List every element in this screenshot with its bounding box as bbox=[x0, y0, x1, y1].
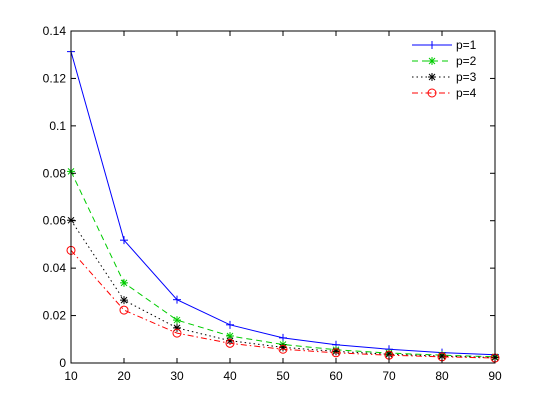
data-point-p=3 bbox=[120, 296, 128, 305]
legend-marker bbox=[428, 57, 436, 65]
series-line-p=2 bbox=[70, 171, 496, 358]
data-point-p=4 bbox=[119, 305, 129, 315]
y-tick-label: 0.1 bbox=[49, 119, 66, 133]
data-point-p=4 bbox=[278, 344, 288, 354]
data-point-p=3 bbox=[385, 350, 393, 359]
data-point-p=4 bbox=[225, 338, 235, 348]
legend-label: p=3 bbox=[456, 70, 477, 84]
data-point-p=2 bbox=[120, 278, 128, 287]
axis-ticks: 0 0.02 0.04 0.06 0.08 0.1 0.12 0.14 10 20 30 40 50 60… bbox=[43, 24, 502, 383]
y-tick-label: 0.14 bbox=[43, 24, 67, 38]
x-tick-label: 30 bbox=[170, 369, 184, 383]
data-point-p=1 bbox=[120, 236, 128, 245]
data-point-p=4 bbox=[331, 348, 341, 358]
series-line-p=4 bbox=[70, 250, 496, 359]
legend-marker bbox=[428, 41, 436, 49]
data-point-p=3 bbox=[279, 343, 287, 352]
x-tick-label: 20 bbox=[117, 369, 131, 383]
y-tick-label: 0.12 bbox=[43, 71, 67, 85]
y-tick-label: 0.02 bbox=[43, 309, 67, 323]
x-tick-label: 70 bbox=[382, 369, 396, 383]
x-tick-label: 50 bbox=[276, 369, 290, 383]
x-tick-label: 60 bbox=[329, 369, 343, 383]
series-line-p=3 bbox=[70, 219, 496, 359]
legend-label: p=2 bbox=[456, 54, 477, 68]
y-tick-label: 0.08 bbox=[43, 166, 67, 180]
data-point-p=1 bbox=[173, 295, 181, 304]
data-point-p=3 bbox=[438, 352, 446, 361]
x-tick-label: 10 bbox=[64, 369, 78, 383]
x-tick-label: 90 bbox=[488, 369, 502, 383]
legend: p=1 p=2 p=3 p=4 bbox=[412, 38, 477, 100]
series-layer bbox=[66, 47, 500, 363]
y-tick-label: 0 bbox=[59, 356, 66, 370]
data-point-p=2 bbox=[173, 316, 181, 325]
legend-marker bbox=[428, 73, 436, 81]
y-tick-label: 0.04 bbox=[43, 261, 67, 275]
data-point-p=4 bbox=[172, 328, 182, 338]
legend-label: p=4 bbox=[456, 86, 477, 100]
y-tick-label: 0.06 bbox=[43, 214, 67, 228]
x-tick-label: 80 bbox=[435, 369, 449, 383]
legend-label: p=1 bbox=[456, 38, 477, 52]
x-tick-label: 40 bbox=[223, 369, 237, 383]
plot-area bbox=[70, 30, 496, 364]
legend-marker bbox=[427, 88, 437, 98]
data-point-p=1 bbox=[226, 320, 234, 329]
